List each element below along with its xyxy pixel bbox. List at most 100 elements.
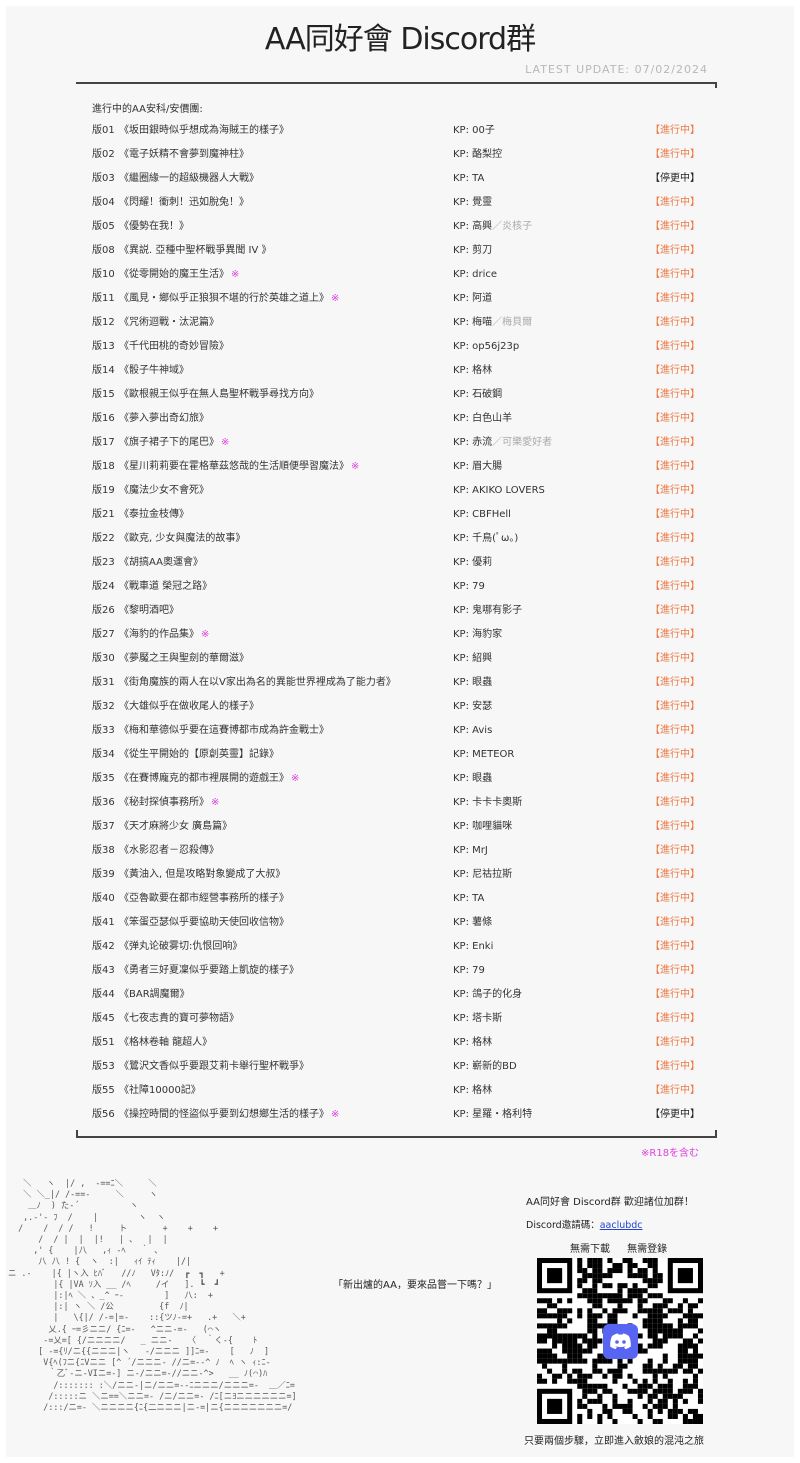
campaign-title[interactable]: 《街角魔族的兩人在以V家出為名的異能世界裡成為了能力者》	[119, 673, 396, 693]
list-item[interactable]: 版33 《梅和華德似乎要在這賽博都市成為許金戰士》 KP: Avis 【進行中】	[92, 721, 712, 741]
status-badge: 【進行中】	[650, 869, 700, 880]
list-item[interactable]: 版53 《鷺沢文香似乎要跟艾莉卡舉行聖杯戰爭》 KP: 嶄新的BD 【進行中】	[92, 1057, 712, 1077]
campaign-title[interactable]: 《風見・鄉似乎正狼狽不堪的行於英雄之道上》 ※	[119, 289, 339, 309]
invite-title: AA同好會 Discord群 歡迎諸位加群！	[526, 1197, 694, 1208]
list-item[interactable]: 版15 《歐根親王似乎在無人島聖杯戰爭尋找方向》 KP: 石破鋼 【進行中】	[92, 385, 712, 405]
list-item[interactable]: 版02 《電子妖精不會夢到魔神柱》 KP: 酪梨控 【進行中】	[92, 145, 712, 165]
kp-name: KP: 紹興	[453, 649, 492, 669]
list-item[interactable]: 版43 《勇者三好夏凜似乎要踏上凱旋的樣子》 KP: 79 【進行中】	[92, 961, 712, 981]
campaign-title[interactable]: 《七夜志貴的寶可夢物語》	[119, 1009, 239, 1029]
campaign-title[interactable]: 《星川莉莉要在霍格華茲悠哉的生活順便學習魔法》 ※	[119, 457, 359, 477]
list-item[interactable]: 版37 《天才麻將少女 廣島篇》 KP: 咖哩貓咪 【進行中】	[92, 817, 712, 837]
kp-primary: KP: 白色山羊	[453, 413, 513, 424]
list-item[interactable]: 版30 《夢魘之王與聖劍的華爾滋》 KP: 紹興 【進行中】	[92, 649, 712, 669]
title-text: 《繼圈緣一的超級機器人大戰》	[119, 173, 259, 184]
list-item[interactable]: 版16 《夢入夢出奇幻旅》 KP: 白色山羊 【進行中】	[92, 409, 712, 429]
status-badge: 【進行中】	[650, 725, 700, 736]
list-item[interactable]: 版40 《亞魯歐要在都市經營事務所的樣子》 KP: TA 【進行中】	[92, 889, 712, 909]
list-item[interactable]: 版23 《胡搞AA奧運會》 KP: 優莉 【進行中】	[92, 553, 712, 573]
list-item[interactable]: 版26 《黎明酒吧》 KP: 鬼哪有影子 【進行中】	[92, 601, 712, 621]
list-item[interactable]: 版41 《笨蛋亞瑟似乎要協助天使回收信物》 KP: 薯條 【進行中】	[92, 913, 712, 933]
campaign-title[interactable]: 《歐克, 少女與魔法的故事》	[119, 529, 245, 549]
campaign-title[interactable]: 《水影忍者－忍殺傳》	[119, 841, 219, 861]
title-text: 《鷺沢文香似乎要跟艾莉卡舉行聖杯戰爭》	[119, 1061, 309, 1072]
list-item[interactable]: 版51 《格林卷軸 龍超人》 KP: 格林 【進行中】	[92, 1033, 712, 1053]
list-item[interactable]: 版22 《歐克, 少女與魔法的故事》 KP: 千鳥(ﾟω。) 【進行中】	[92, 529, 712, 549]
campaign-title[interactable]: 《魔法少女不會死》	[119, 481, 209, 501]
campaign-title[interactable]: 《勇者三好夏凜似乎要踏上凱旋的樣子》	[119, 961, 299, 981]
list-item[interactable]: 版12 《咒術迴戰・汰泥篇》 KP: 梅喵／梅貝爾 【進行中】	[92, 313, 712, 333]
list-item[interactable]: 版31 《街角魔族的兩人在以V家出為名的異能世界裡成為了能力者》 KP: 眼蟲 【進行…	[92, 673, 712, 693]
campaign-title[interactable]: 《從生平開始的【原創英靈】記錄》	[119, 745, 279, 765]
campaign-title[interactable]: 《大雄似乎在做收尾人的樣子》	[119, 697, 259, 717]
campaign-title[interactable]: 《亞魯歐要在都市經營事務所的樣子》	[119, 889, 289, 909]
campaign-title[interactable]: 《格林卷軸 龍超人》	[119, 1033, 212, 1053]
campaign-title[interactable]: 《旗子裙子下的尾巴》 ※	[119, 433, 229, 453]
list-item[interactable]: 版01 《坂田銀時似乎想成為海賊王的樣子》 KP: 00子 【進行中】	[92, 121, 712, 141]
board-number: 版39	[92, 869, 115, 880]
list-item[interactable]: 版03 《繼圈緣一的超級機器人大戰》 KP: TA 【停更中】	[92, 169, 712, 189]
campaign-title[interactable]: 《海豹的作品集》 ※	[119, 625, 209, 645]
list-item[interactable]: 版35 《在賽博龐克的都市裡展開的遊戲王》 ※ KP: 眼蟲 【進行中】	[92, 769, 712, 789]
campaign-title[interactable]: 《社障10000記》	[119, 1081, 201, 1101]
campaign-title[interactable]: 《歐根親王似乎在無人島聖杯戰爭尋找方向》	[119, 385, 319, 405]
campaign-title[interactable]: 《千代田桃的奇妙冒險》	[119, 337, 229, 357]
status-badge: 【停更中】	[650, 1109, 700, 1120]
list-item[interactable]: 版56 《操控時間的怪盜似乎要到幻想鄉生活的樣子》 ※ KP: 星羅・格利特 【停更中】	[92, 1105, 712, 1125]
invite-code-link[interactable]: aaclubdc	[599, 1220, 643, 1231]
list-item[interactable]: 版44 《BAR調魔爾》 KP: 鴿子的化身 【進行中】	[92, 985, 712, 1005]
campaign-title[interactable]: 《夢入夢出奇幻旅》	[119, 409, 209, 429]
campaign-title[interactable]: 《BAR調魔爾》	[119, 985, 190, 1005]
campaign-title[interactable]: 《泰拉金枝傳》	[119, 505, 189, 525]
campaign-title[interactable]: 《黃油入, 但是攻略對象變成了大叔》	[119, 865, 285, 885]
list-item[interactable]: 版13 《千代田桃的奇妙冒險》 KP: op56j23p 【進行中】	[92, 337, 712, 357]
campaign-title[interactable]: 《異説. 亞種中聖杯戰爭異聞 IV 》	[119, 241, 272, 261]
campaign-title[interactable]: 《笨蛋亞瑟似乎要協助天使回收信物》	[119, 913, 289, 933]
campaign-title[interactable]: 《從零開始的魔王生活》 ※	[119, 265, 239, 285]
campaign-title[interactable]: 《胡搞AA奧運會》	[119, 553, 203, 573]
campaign-title[interactable]: 《閃耀！衝刺！迅如脫兔！》	[119, 193, 249, 213]
list-item[interactable]: 版10 《從零開始的魔王生活》 ※ KP: drice 【進行中】	[92, 265, 712, 285]
campaign-title[interactable]: 《鷺沢文香似乎要跟艾莉卡舉行聖杯戰爭》	[119, 1057, 309, 1077]
campaign-title[interactable]: 《弹丸论破雾切:仇恨回响》	[119, 937, 242, 957]
list-item[interactable]: 版39 《黃油入, 但是攻略對象變成了大叔》 KP: 尼祜拉斯 【進行中】	[92, 865, 712, 885]
list-item[interactable]: 版21 《泰拉金枝傳》 KP: CBFHell 【進行中】	[92, 505, 712, 525]
campaign-title[interactable]: 《夢魘之王與聖劍的華爾滋》	[119, 649, 249, 669]
list-item[interactable]: 版24 《戰車道 榮冠之路》 KP: 79 【進行中】	[92, 577, 712, 597]
campaign-title[interactable]: 《天才麻將少女 廣島篇》	[119, 817, 232, 837]
campaign-title[interactable]: 《繼圈緣一的超級機器人大戰》	[119, 169, 259, 189]
status-badge: 【進行中】	[650, 965, 700, 976]
list-item[interactable]: 版11 《風見・鄉似乎正狼狽不堪的行於英雄之道上》 ※ KP: 阿道 【進行中】	[92, 289, 712, 309]
status-badge: 【進行中】	[650, 701, 700, 712]
campaign-title[interactable]: 《咒術迴戰・汰泥篇》	[119, 313, 219, 333]
list-item[interactable]: 版04 《閃耀！衝刺！迅如脫兔！》 KP: 覺靈 【進行中】	[92, 193, 712, 213]
list-item[interactable]: 版14 《骰子牛神域》 KP: 格林 【進行中】	[92, 361, 712, 381]
list-item[interactable]: 版27 《海豹的作品集》 ※ KP: 海豹家 【進行中】	[92, 625, 712, 645]
campaign-title[interactable]: 《梅和華德似乎要在這賽博都市成為許金戰士》	[119, 721, 329, 741]
list-item[interactable]: 版05 《優勢在我！》 KP: 高興／炎核子 【進行中】	[92, 217, 712, 237]
list-item[interactable]: 版36 《秘封探偵事務所》 ※ KP: 卡卡卡奧斯 【進行中】	[92, 793, 712, 813]
list-heading: 進行中的AA安科/安價團:	[92, 104, 203, 115]
list-item[interactable]: 版19 《魔法少女不會死》 KP: AKIKO LOVERS 【進行中】	[92, 481, 712, 501]
list-item[interactable]: 版34 《從生平開始的【原創英靈】記錄》 KP: METEOR 【進行中】	[92, 745, 712, 765]
campaign-title[interactable]: 《骰子牛神域》	[119, 361, 189, 381]
list-item[interactable]: 版08 《異説. 亞種中聖杯戰爭異聞 IV 》 KP: 剪刀 【進行中】	[92, 241, 712, 261]
list-item[interactable]: 版42 《弹丸论破雾切:仇恨回响》 KP: Enki 【進行中】	[92, 937, 712, 957]
campaign-title[interactable]: 《黎明酒吧》	[119, 601, 179, 621]
list-item[interactable]: 版55 《社障10000記》 KP: 格林 【進行中】	[92, 1081, 712, 1101]
list-item[interactable]: 版18 《星川莉莉要在霍格華茲悠哉的生活順便學習魔法》 ※ KP: 眉大腸 【進行中】	[92, 457, 712, 477]
title-text: 《胡搞AA奧運會》	[119, 557, 203, 568]
campaign-title[interactable]: 《戰車道 榮冠之路》	[119, 577, 212, 597]
campaign-title[interactable]: 《優勢在我！》	[119, 217, 189, 237]
list-item[interactable]: 版45 《七夜志貴的寶可夢物語》 KP: 塔卡斯 【進行中】	[92, 1009, 712, 1029]
campaign-title[interactable]: 《電子妖精不會夢到魔神柱》	[119, 145, 249, 165]
kp-name: KP: 高興／炎核子	[453, 217, 532, 237]
campaign-title[interactable]: 《秘封探偵事務所》 ※	[119, 793, 219, 813]
list-item[interactable]: 版17 《旗子裙子下的尾巴》 ※ KP: 赤流／可樂愛好者 【進行中】	[92, 433, 712, 453]
campaign-title[interactable]: 《坂田銀時似乎想成為海賊王的樣子》	[119, 121, 289, 141]
list-item[interactable]: 版32 《大雄似乎在做收尾人的樣子》 KP: 安瑟 【進行中】	[92, 697, 712, 717]
list-item[interactable]: 版38 《水影忍者－忍殺傳》 KP: MrJ 【進行中】	[92, 841, 712, 861]
campaign-title[interactable]: 《操控時間的怪盜似乎要到幻想鄉生活的樣子》 ※	[119, 1105, 339, 1125]
kp-name: KP: 尼祜拉斯	[453, 865, 512, 885]
campaign-title[interactable]: 《在賽博龐克的都市裡展開的遊戲王》 ※	[119, 769, 299, 789]
